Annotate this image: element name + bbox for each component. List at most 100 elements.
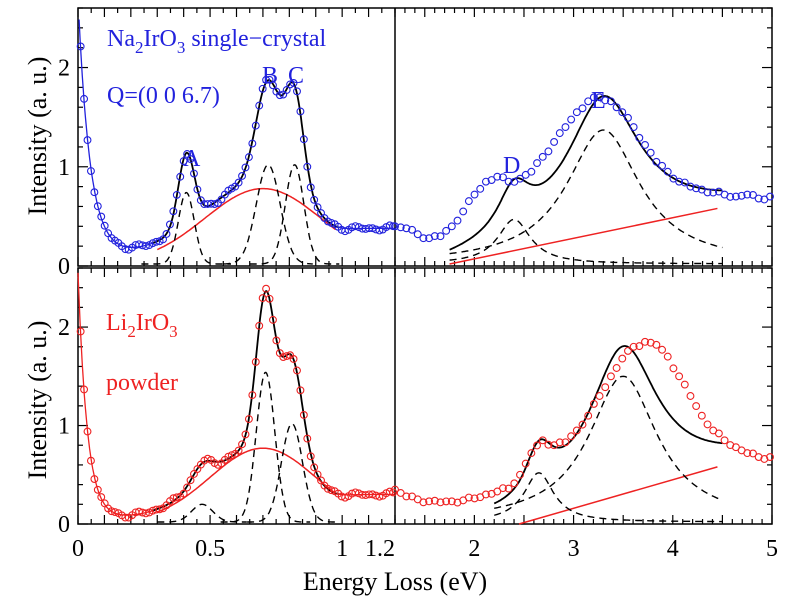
data-point [107,507,116,516]
peak-component-main [494,375,723,509]
data-point [244,153,253,162]
data-point [83,427,92,436]
data-point [402,224,411,233]
data-point [289,355,298,363]
data-point [83,136,92,145]
tail-fit-line [78,19,162,249]
data-point [86,167,95,175]
data-point [675,372,684,381]
data-point [375,492,384,501]
linear-background-line [449,207,718,265]
x-tick-label: 1.2 [365,536,395,562]
data-point [663,352,672,361]
data-point [141,509,150,518]
data-point [533,441,542,450]
data-point [641,140,649,149]
data-point [464,197,473,206]
data-point [299,135,308,144]
data-point [341,227,350,236]
data-point [447,497,456,506]
data-point [282,352,291,361]
data-point [176,172,185,181]
data-point [258,84,267,93]
data-point [743,449,752,458]
data-point [241,163,250,172]
data-point [459,207,468,216]
data-point [190,169,198,178]
data-point [442,226,451,235]
data-point [737,191,746,200]
y-tick-label: 2 [58,315,70,341]
data-point [272,336,281,345]
data-point [538,436,547,445]
peak-component-E [449,129,723,255]
data-point [749,449,757,458]
data-point [714,429,723,438]
data-point [408,225,416,234]
data-point [148,239,157,248]
peak-component-small [157,503,247,523]
data-point [578,420,587,429]
data-point [303,162,312,171]
data-point [612,364,621,372]
total-fit-line [493,345,723,505]
data-point [766,453,774,461]
data-point [521,459,530,468]
data-point [306,452,315,461]
data-point [255,101,264,110]
data-point [265,75,274,84]
data-point [584,97,593,106]
data-point [162,230,171,238]
data-point [179,489,188,498]
data-point [251,357,260,366]
data-point [310,195,319,204]
data-point [652,157,661,166]
x-tick-label: 0.5 [195,536,225,562]
data-point [624,113,632,122]
data-point [172,190,181,199]
data-point [641,337,649,346]
data-point [555,438,564,447]
data-point [391,485,399,494]
data-point [697,411,706,420]
data-point [262,284,271,293]
data-point [624,346,632,355]
data-point [464,493,473,502]
data-point [238,172,246,180]
y-tick-label: 0 [58,512,70,538]
sample-label-li2iro3: Li2IrO3 [106,310,178,341]
x-tick-label: 4 [667,536,679,562]
data-point [396,223,405,232]
data-point [327,218,336,227]
data-point [293,87,301,96]
data-point [595,392,604,400]
total-fit-line [449,95,723,251]
data-points [76,42,774,522]
x-tick-label: 5 [766,536,778,562]
data-point [692,184,701,193]
data-point [210,200,219,208]
data-point [100,221,109,230]
data-point [720,436,729,445]
data-point [669,364,678,373]
data-point [544,440,553,449]
data-point [293,366,301,375]
data-point [159,235,168,244]
data-point [703,188,712,197]
x-axis-title: Energy Loss (eV) [303,567,487,596]
data-point [351,222,360,231]
data-point [93,485,102,494]
data-point [76,42,85,51]
data-point [567,115,576,124]
data-point [544,147,553,156]
data-point [282,86,291,94]
data-point [152,237,161,246]
data-point [453,216,462,225]
peak-label-d: D [503,153,520,179]
data-point [481,490,490,499]
data-point [313,470,322,479]
data-point [680,380,689,389]
data-point [652,340,661,349]
data-point [754,453,763,461]
